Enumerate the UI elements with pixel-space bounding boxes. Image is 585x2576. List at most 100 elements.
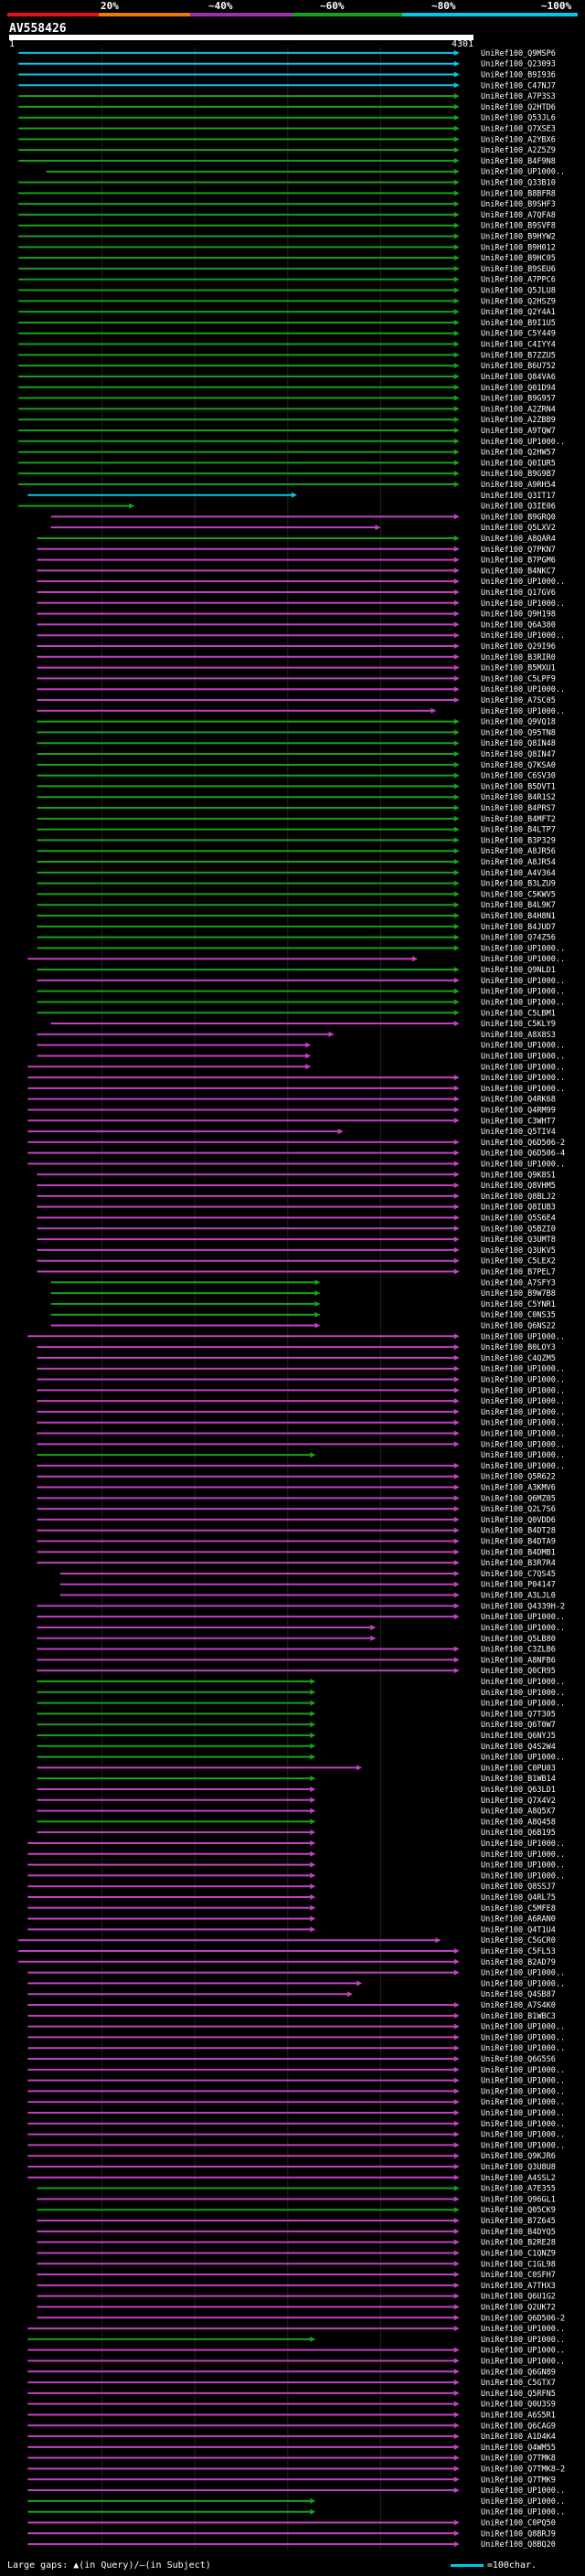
hit-label[interactable]: UniRef100_UP1000.. [481,1063,565,1072]
hit-label[interactable]: UniRef100_UP1000.. [481,1700,565,1709]
hit-label[interactable]: UniRef100_UP1000.. [481,599,565,609]
hit-label[interactable]: UniRef100_C5MFE8 [481,1904,556,1913]
hit-label[interactable]: UniRef100_Q6D506-4 [481,1150,565,1159]
hit-label[interactable]: UniRef100_Q33B10 [481,179,556,188]
hit-label[interactable]: UniRef100_B9I936 [481,71,556,80]
hit-label[interactable]: UniRef100_B4DYQ5 [481,2228,556,2237]
hit-label[interactable]: UniRef100_UP1000.. [481,955,565,964]
hit-label[interactable]: UniRef100_A1D4K4 [481,2433,556,2442]
hit-label[interactable]: UniRef100_UP1000.. [481,2336,565,2345]
hit-label[interactable]: UniRef100_Q4S2W4 [481,1743,556,1752]
hit-label[interactable]: UniRef100_Q7T305 [481,1710,556,1719]
hit-label[interactable]: UniRef100_B4DMB1 [481,1548,556,1557]
hit-label[interactable]: UniRef100_Q6U1G2 [481,2293,556,2302]
hit-label[interactable]: UniRef100_B9SVF8 [481,222,556,231]
hit-label[interactable]: UniRef100_UP1000.. [481,2044,565,2053]
hit-label[interactable]: UniRef100_B9I1U5 [481,319,556,328]
hit-label[interactable]: UniRef100_A2ZRN4 [481,405,556,414]
hit-label[interactable]: UniRef100_B4DT28 [481,1527,556,1536]
hit-label[interactable]: UniRef100_Q5R622 [481,1473,556,1482]
hit-label[interactable]: UniRef100_C5KWV5 [481,890,556,899]
hit-label[interactable]: UniRef100_Q2L7S6 [481,1505,556,1514]
hit-label[interactable]: UniRef100_Q2UK72 [481,2303,556,2312]
hit-label[interactable]: UniRef100_Q4T1U4 [481,1925,556,1935]
hit-label[interactable]: UniRef100_B7Z645 [481,2217,556,2226]
hit-label[interactable]: UniRef100_A3KMV6 [481,1484,556,1493]
hit-label[interactable]: UniRef100_Q0CR95 [481,1667,556,1676]
hit-label[interactable]: UniRef100_Q4RL75 [481,1893,556,1903]
hit-label[interactable]: UniRef100_C5YNR1 [481,1300,556,1309]
hit-label[interactable]: UniRef100_A8QAR4 [481,535,556,544]
hit-label[interactable]: UniRef100_Q53JL6 [481,114,556,123]
hit-label[interactable]: UniRef100_Q4RK68 [481,1096,556,1105]
hit-label[interactable]: UniRef100_Q74Z56 [481,934,556,943]
hit-label[interactable]: UniRef100_UP1000.. [481,578,565,587]
hit-label[interactable]: UniRef100_B8BFR8 [481,189,556,198]
hit-label[interactable]: UniRef100_Q8IN47 [481,750,556,759]
hit-label[interactable]: UniRef100_UP1000.. [481,1871,565,1881]
hit-label[interactable]: UniRef100_A7S4K0 [481,2001,556,2010]
hit-label[interactable]: UniRef100_UP1000.. [481,2325,565,2334]
hit-label[interactable]: UniRef100_UP1000.. [481,1074,565,1083]
hit-label[interactable]: UniRef100_UP1000.. [481,1462,565,1471]
hit-label[interactable]: UniRef100_B5MXU1 [481,664,556,673]
hit-label[interactable]: UniRef100_Q9H198 [481,610,556,620]
hit-label[interactable]: UniRef100_C6SV30 [481,772,556,781]
hit-label[interactable]: UniRef100_B9H012 [481,243,556,252]
hit-label[interactable]: UniRef100_B4NKC7 [481,567,556,576]
hit-label[interactable]: UniRef100_B2RE28 [481,2239,556,2248]
hit-label[interactable]: UniRef100_C5GCR0 [481,1936,556,1945]
hit-label[interactable]: UniRef100_B9SHF3 [481,200,556,209]
hit-label[interactable]: UniRef100_UP1000.. [481,1397,565,1406]
hit-label[interactable]: UniRef100_B3P329 [481,836,556,845]
hit-label[interactable]: UniRef100_Q6NYJ5 [481,1732,556,1741]
hit-label[interactable]: UniRef100_UP1000.. [481,1979,565,1988]
hit-label[interactable]: UniRef100_Q01D94 [481,384,556,393]
hit-label[interactable]: UniRef100_UP1000.. [481,1861,565,1871]
hit-label[interactable]: UniRef100_UP1000.. [481,1365,565,1374]
hit-label[interactable]: UniRef100_UP1000.. [481,2109,565,2118]
hit-label[interactable]: UniRef100_Q84VA6 [481,373,556,382]
hit-label[interactable]: UniRef100_C3WHT7 [481,1117,556,1126]
hit-label[interactable]: UniRef100_B3R7R4 [481,1559,556,1568]
hit-label[interactable]: UniRef100_UP1000.. [481,1160,565,1169]
hit-label[interactable]: UniRef100_Q05CK9 [481,2206,556,2215]
hit-label[interactable]: UniRef100_UP1000.. [481,2141,565,2150]
hit-label[interactable]: UniRef100_UP1000.. [481,1613,565,1622]
hit-label[interactable]: UniRef100_Q9K8S1 [481,1171,556,1180]
hit-label[interactable]: UniRef100_UP1000.. [481,1969,565,1978]
hit-label[interactable]: UniRef100_Q5S6E4 [481,1214,556,1223]
hit-label[interactable]: UniRef100_A7THX3 [481,2282,556,2291]
hit-label[interactable]: UniRef100_Q8BRJ9 [481,2529,556,2539]
hit-label[interactable]: UniRef100_Q7TMK9 [481,2475,556,2485]
hit-label[interactable]: UniRef100_UP1000.. [481,2486,565,2496]
hit-label[interactable]: UniRef100_UP1000.. [481,1430,565,1439]
hit-label[interactable]: UniRef100_A7PPC6 [481,276,556,285]
hit-label[interactable]: UniRef100_C5Y449 [481,330,556,339]
hit-label[interactable]: UniRef100_C5LEX2 [481,1257,556,1267]
hit-label[interactable]: UniRef100_UP1000.. [481,1451,565,1460]
hit-label[interactable]: UniRef100_B9GRQ0 [481,513,556,522]
hit-label[interactable]: UniRef100_C5GTX7 [481,2379,556,2388]
hit-label[interactable]: UniRef100_Q6A380 [481,620,556,630]
hit-label[interactable]: UniRef100_C0NS35 [481,1311,556,1320]
hit-label[interactable]: UniRef100_Q5LB80 [481,1635,556,1644]
hit-label[interactable]: UniRef100_B3LZU9 [481,880,556,889]
hit-label[interactable]: UniRef100_B9SEU6 [481,265,556,274]
hit-label[interactable]: UniRef100_Q9VQ18 [481,718,556,727]
hit-label[interactable]: UniRef100_Q7X4V2 [481,1797,556,1806]
hit-label[interactable]: UniRef100_Q6CAG9 [481,2422,556,2431]
hit-label[interactable]: UniRef100_C1GL98 [481,2260,556,2269]
hit-label[interactable]: UniRef100_C4IYY4 [481,341,556,350]
hit-label[interactable]: UniRef100_A8Q458 [481,1818,556,1827]
hit-label[interactable]: UniRef100_B7PGM6 [481,557,556,566]
hit-label[interactable]: UniRef100_B9HC05 [481,254,556,263]
hit-label[interactable]: UniRef100_Q7KSA0 [481,761,556,770]
hit-label[interactable]: UniRef100_C47NJ7 [481,81,556,90]
hit-label[interactable]: UniRef100_Q5JLU8 [481,287,556,296]
hit-label[interactable]: UniRef100_UP1000.. [481,1419,565,1428]
hit-label[interactable]: UniRef100_Q3UMT8 [481,1235,556,1245]
hit-label[interactable]: UniRef100_Q6MZ05 [481,1494,556,1503]
hit-label[interactable]: UniRef100_UP1000.. [481,998,565,1007]
hit-label[interactable]: UniRef100_B4L9K7 [481,901,556,910]
